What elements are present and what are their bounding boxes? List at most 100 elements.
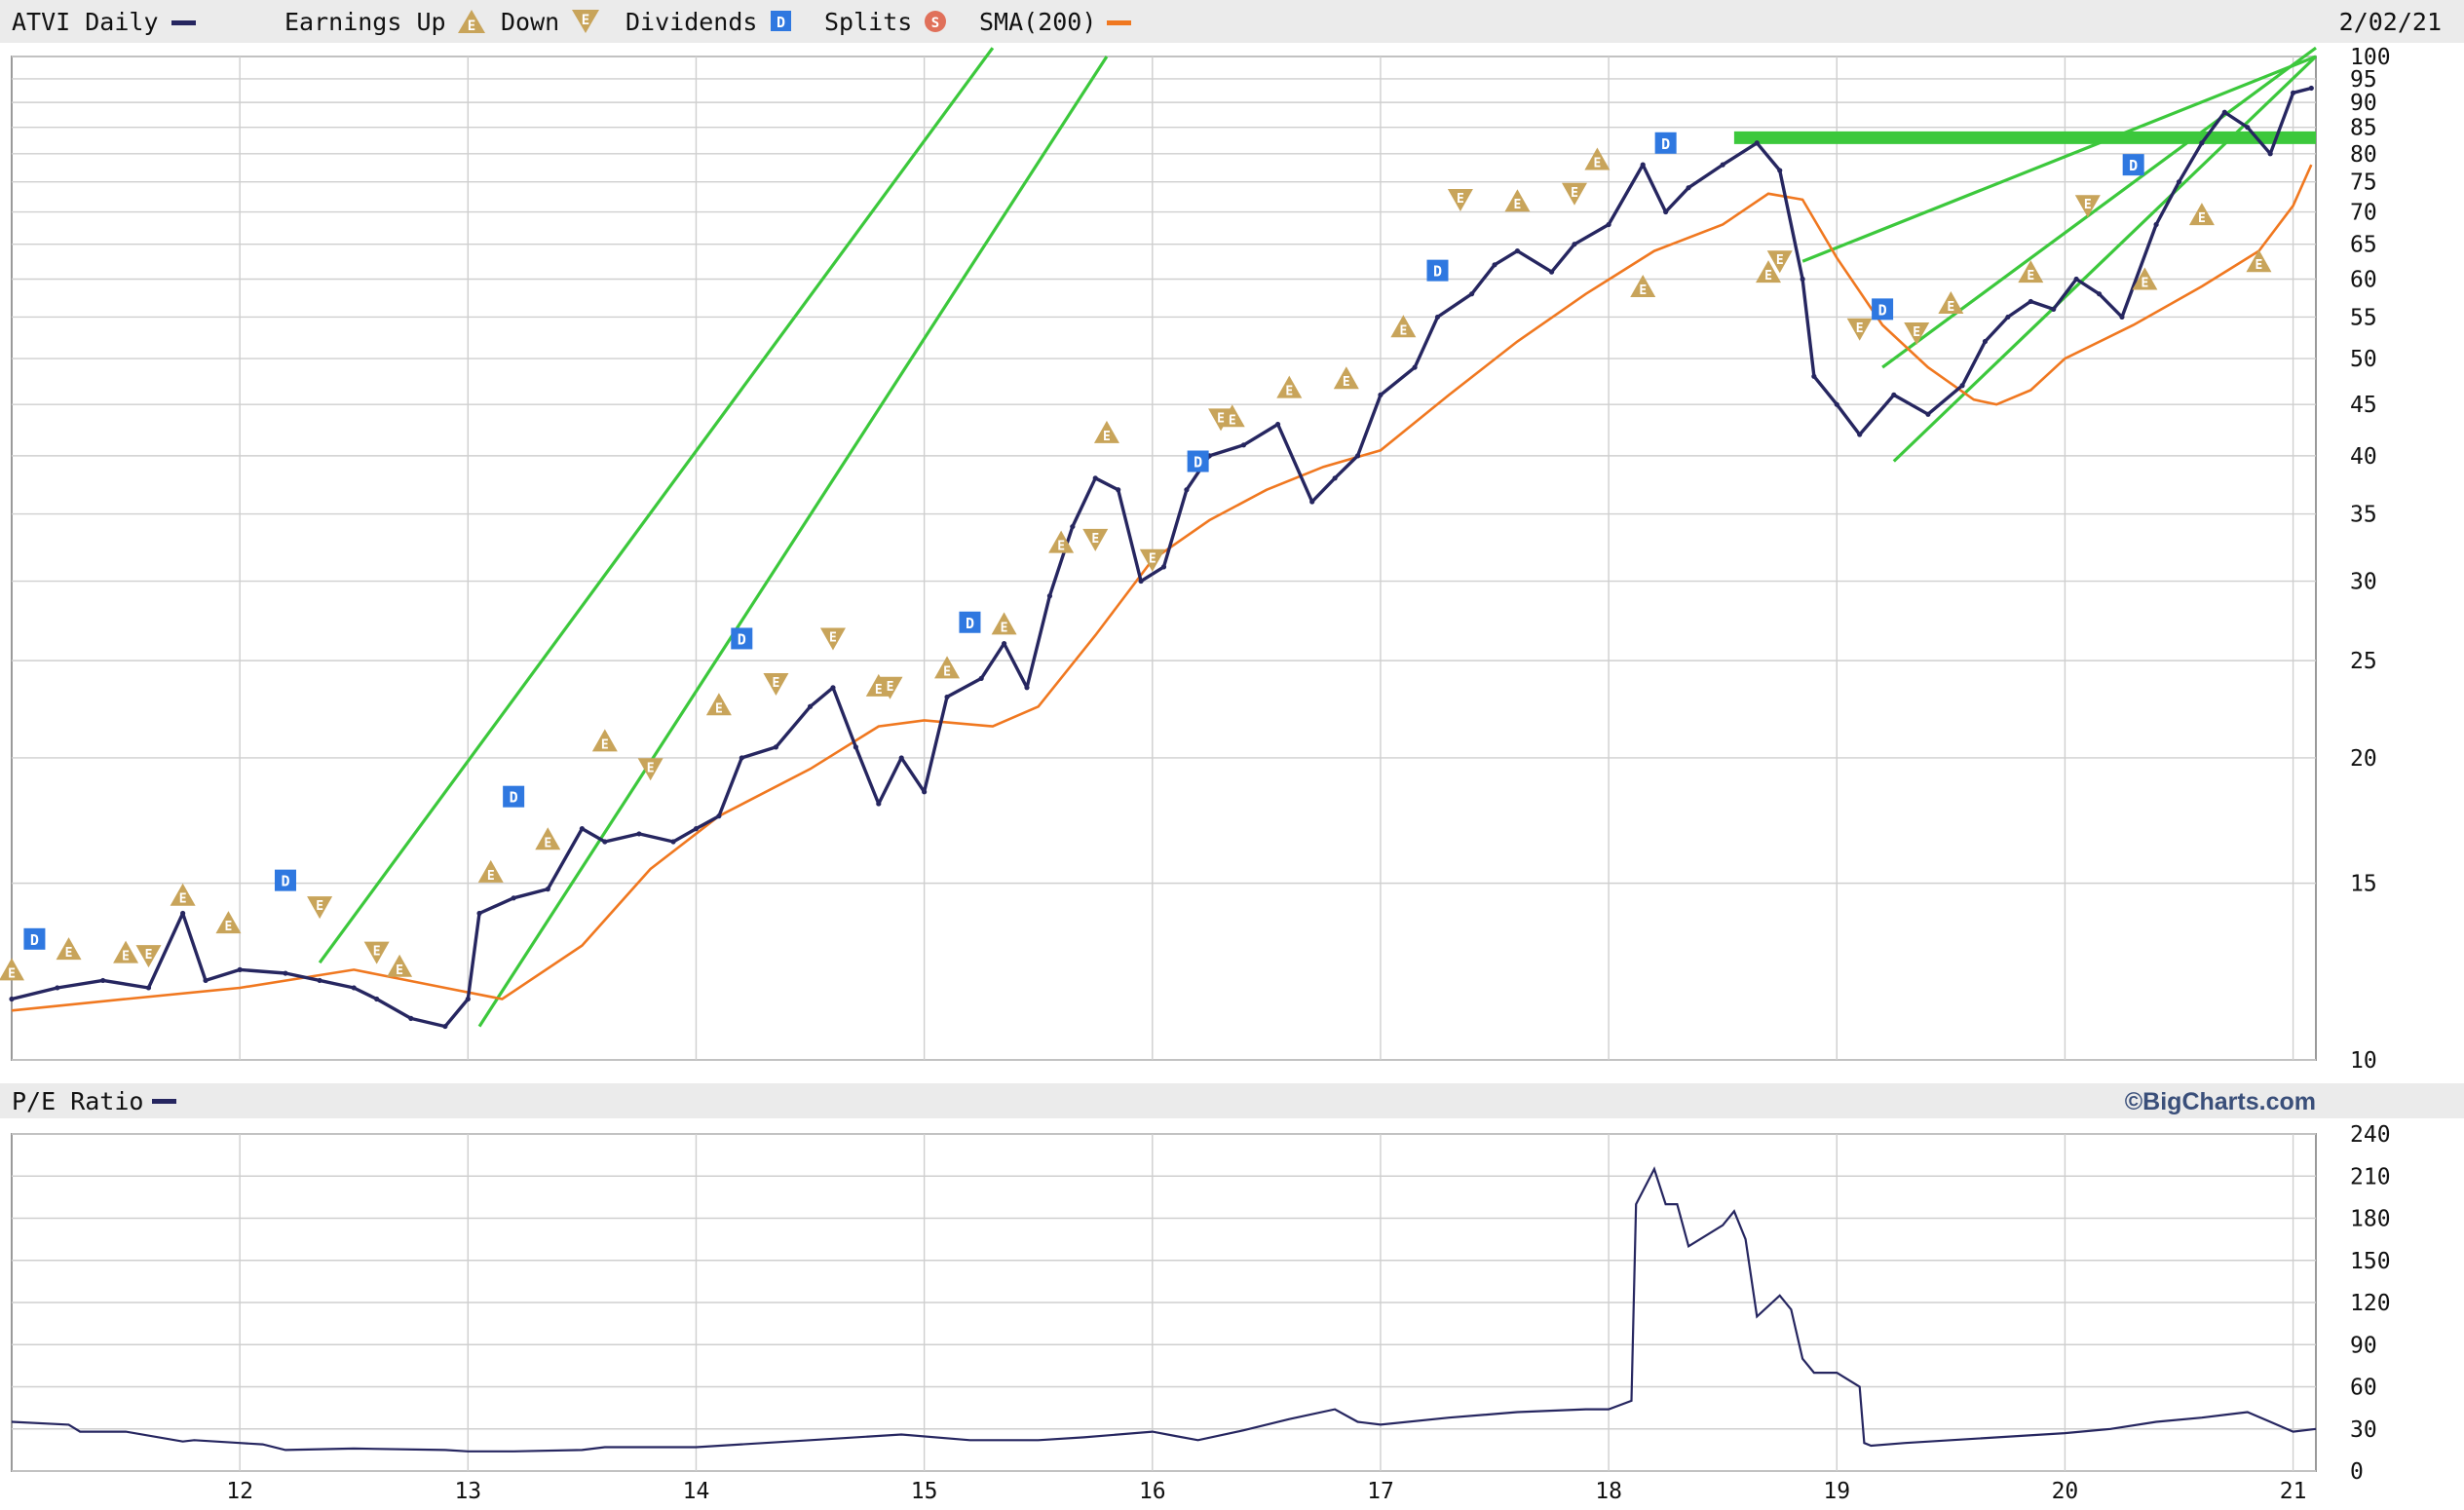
earnings-down-marker: E <box>1447 188 1473 211</box>
ticker-label: ATVI Daily <box>12 8 159 36</box>
dividend-marker: D <box>503 785 525 808</box>
svg-text:E: E <box>875 683 883 698</box>
svg-text:E: E <box>1856 321 1864 336</box>
price-point <box>9 996 15 1002</box>
sma-legend-swatch <box>1107 20 1131 25</box>
x-tick-label: 19 <box>1823 1479 1850 1504</box>
svg-text:E: E <box>1229 413 1236 428</box>
dividend-marker: D <box>1426 259 1449 282</box>
svg-text:E: E <box>122 950 130 964</box>
price-point <box>636 831 642 837</box>
legend: ATVI Daily Earnings Up E Down E Dividend… <box>12 8 2442 36</box>
price-point <box>545 887 550 892</box>
y-tick-label: 120 <box>2350 1291 2391 1316</box>
svg-text:E: E <box>1057 540 1065 554</box>
svg-text:E: E <box>487 869 495 884</box>
earnings-down-marker: E <box>763 673 789 697</box>
price-point <box>1378 392 1384 397</box>
price-point <box>1834 401 1839 407</box>
dividend-icon: D <box>771 11 791 31</box>
earnings-up-marker: E <box>934 656 961 679</box>
price-point <box>351 985 357 991</box>
earnings-down-marker: E <box>1139 548 1165 572</box>
x-tick-label: 13 <box>454 1479 481 1504</box>
price-point <box>55 985 60 991</box>
earnings-up-marker: E <box>1048 530 1075 554</box>
earnings-up-marker: E <box>387 954 413 978</box>
y-tick-label: 35 <box>2350 503 2377 528</box>
svg-text:D: D <box>777 14 785 31</box>
header-bar <box>0 0 2464 43</box>
price-point <box>1046 593 1053 599</box>
price-point <box>2119 314 2125 321</box>
x-tick-label: 20 <box>2052 1479 2079 1504</box>
splits-label: Splits <box>824 8 912 36</box>
svg-text:E: E <box>647 761 655 775</box>
y-tick-label: 60 <box>2350 268 2377 293</box>
price-point <box>602 839 608 845</box>
dividend-marker: D <box>1872 298 1894 321</box>
y-tick-label: 95 <box>2350 67 2377 93</box>
x-tick-label: 17 <box>1367 1479 1394 1504</box>
y-tick-label: 85 <box>2350 116 2377 141</box>
svg-text:E: E <box>8 966 16 981</box>
price-point <box>1800 276 1805 283</box>
y-tick-label: 55 <box>2350 305 2377 330</box>
svg-text:E: E <box>1001 621 1008 635</box>
x-tick-label: 14 <box>683 1479 710 1504</box>
price-point <box>1070 523 1076 530</box>
earnings-up-marker: E <box>1390 315 1417 338</box>
price-point <box>2290 90 2296 95</box>
earnings-up-marker: E <box>591 729 618 752</box>
x-tick-label: 12 <box>226 1479 253 1504</box>
earnings-down-marker: E <box>1766 250 1793 274</box>
earnings-up-marker: E <box>1938 291 1964 315</box>
y-tick-label: 100 <box>2350 45 2391 70</box>
price-point <box>1572 242 1577 247</box>
earnings-up-marker: E <box>705 693 732 716</box>
y-tick-label: 240 <box>2350 1122 2391 1148</box>
dividend-marker: D <box>731 627 753 650</box>
svg-text:E: E <box>773 676 780 691</box>
earnings-up-marker: E <box>1756 260 1782 283</box>
main-grid <box>12 56 2316 1061</box>
split-icon: S <box>925 11 946 32</box>
dividend-marker: D <box>959 611 981 633</box>
earnings-up-marker: E <box>1584 147 1611 170</box>
price-point <box>1001 640 1007 647</box>
trend-channel-line <box>318 47 995 964</box>
price-point <box>2096 291 2103 297</box>
price-point <box>773 744 779 750</box>
x-tick-label: 18 <box>1595 1479 1622 1504</box>
price-point <box>237 966 243 972</box>
price-point <box>2245 125 2251 131</box>
price-point <box>1754 140 1760 146</box>
dividend-marker: D <box>2122 154 2144 176</box>
price-point <box>1354 453 1361 459</box>
svg-text:D: D <box>966 615 974 632</box>
trend-channel-line <box>1881 46 2317 369</box>
price-point <box>1092 475 1098 481</box>
earnings-down-marker: E <box>819 627 846 651</box>
y-tick-label: 65 <box>2350 233 2377 258</box>
price-point <box>465 996 471 1002</box>
y-tick-label: 10 <box>2350 1048 2377 1074</box>
dividend-marker: D <box>1187 450 1209 472</box>
svg-text:E: E <box>2256 258 2263 273</box>
earnings-up-marker: E <box>0 958 24 981</box>
price-point <box>2153 221 2159 228</box>
price-point <box>1412 364 1418 370</box>
earnings-down-marker: E <box>1561 182 1587 206</box>
y-tick-label: 90 <box>2350 91 2377 116</box>
earnings-up-marker: E <box>1093 420 1119 444</box>
price-point <box>2176 179 2182 185</box>
svg-text:E: E <box>316 899 323 914</box>
y-tick-label: 180 <box>2350 1207 2391 1232</box>
svg-text:E: E <box>943 664 951 679</box>
price-point <box>1606 221 1611 228</box>
earnings-down-marker: E <box>1846 318 1873 341</box>
lower-header-bar <box>0 1083 2464 1118</box>
earnings-up-marker: E <box>1630 275 1656 298</box>
svg-text:D: D <box>1433 263 1442 281</box>
